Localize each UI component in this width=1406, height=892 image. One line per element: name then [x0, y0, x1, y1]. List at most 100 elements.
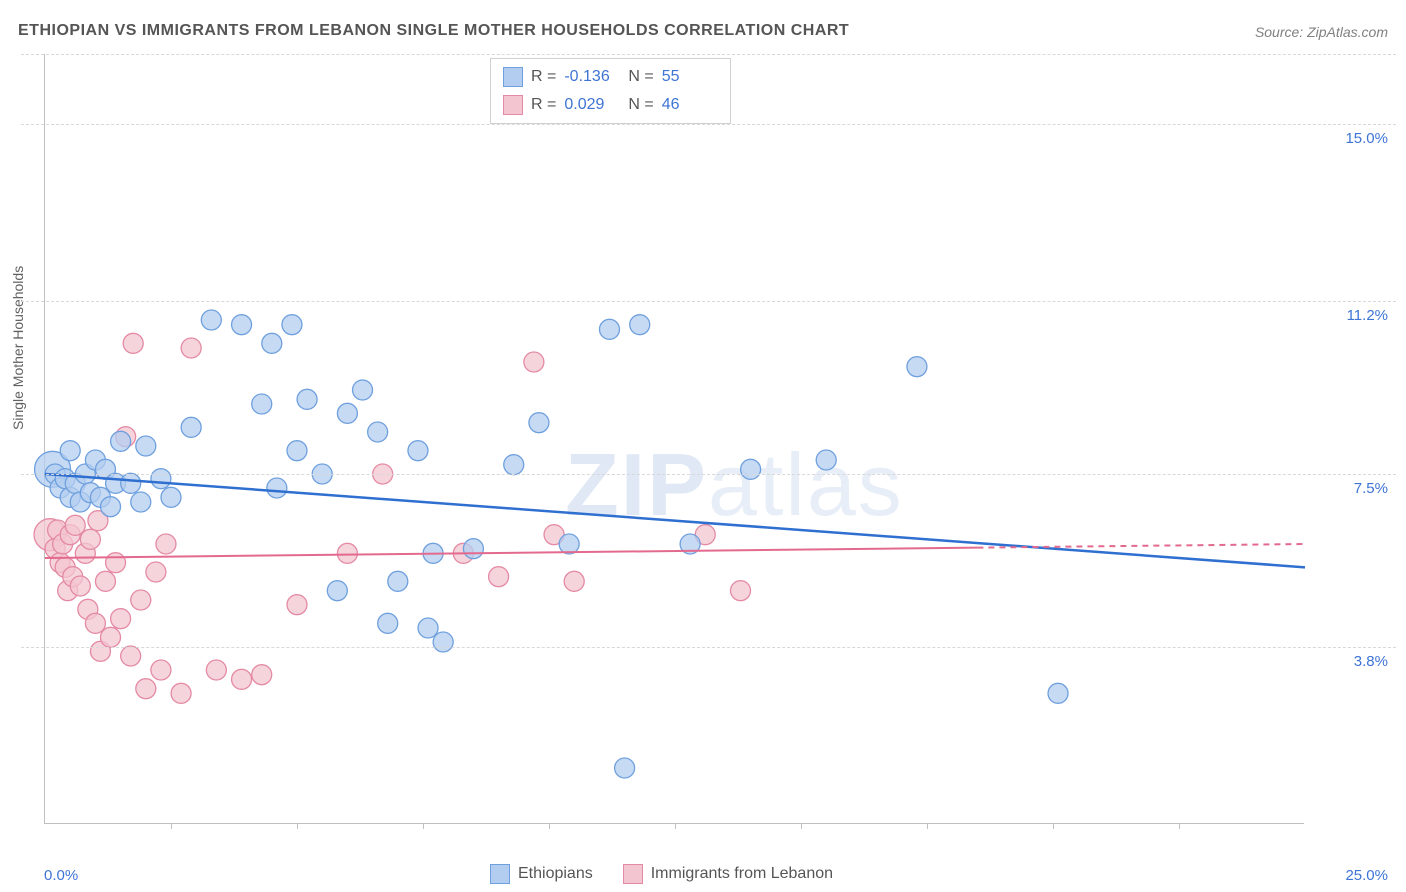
scatter-point [201, 310, 221, 330]
r-label: R = [531, 63, 556, 91]
scatter-point [297, 389, 317, 409]
scatter-point [816, 450, 836, 470]
scatter-point [504, 455, 524, 475]
x-tick [297, 823, 298, 829]
gridline [21, 647, 1396, 648]
scatter-point [433, 632, 453, 652]
x-max-label: 25.0% [1345, 867, 1388, 884]
scatter-point [232, 315, 252, 335]
scatter-point [171, 683, 191, 703]
scatter-point [599, 319, 619, 339]
source-attribution: Source: ZipAtlas.com [1255, 24, 1388, 40]
scatter-point [232, 669, 252, 689]
scatter-point [463, 539, 483, 559]
scatter-point [337, 543, 357, 563]
y-tick-label: 7.5% [1354, 480, 1388, 497]
y-tick-label: 3.8% [1354, 653, 1388, 670]
scatter-point [489, 567, 509, 587]
x-tick [549, 823, 550, 829]
scatter-point [101, 627, 121, 647]
scatter-point [741, 459, 761, 479]
swatch-lebanon-icon [623, 864, 643, 884]
scatter-point [106, 553, 126, 573]
scatter-point [80, 529, 100, 549]
scatter-point [368, 422, 388, 442]
scatter-point [101, 497, 121, 517]
legend-label: Immigrants from Lebanon [651, 865, 833, 883]
n-value-lebanon: 46 [662, 91, 718, 119]
scatter-point [121, 473, 141, 493]
scatter-point [327, 581, 347, 601]
plot-area: ZIPatlas [44, 54, 1304, 824]
r-label: R = [531, 91, 556, 119]
scatter-point [156, 534, 176, 554]
swatch-ethiopians [503, 67, 523, 87]
legend-row-ethiopians: R = -0.136 N = 55 [503, 63, 718, 91]
scatter-point [564, 571, 584, 591]
r-value-lebanon: 0.029 [564, 91, 620, 119]
swatch-ethiopians-icon [490, 864, 510, 884]
scatter-point [524, 352, 544, 372]
x-min-label: 0.0% [44, 867, 78, 884]
y-tick-label: 15.0% [1345, 130, 1388, 147]
legend-item-ethiopians: Ethiopians [490, 864, 593, 884]
scatter-point [111, 431, 131, 451]
n-label: N = [628, 91, 653, 119]
scatter-point [282, 315, 302, 335]
scatter-point [146, 562, 166, 582]
scatter-point [111, 609, 131, 629]
scatter-point [262, 333, 282, 353]
scatter-point [529, 413, 549, 433]
legend-label: Ethiopians [518, 865, 593, 883]
scatter-point [337, 403, 357, 423]
legend-correlation: R = -0.136 N = 55 R = 0.029 N = 46 [490, 58, 731, 124]
legend-row-lebanon: R = 0.029 N = 46 [503, 91, 718, 119]
scatter-point [907, 357, 927, 377]
scatter-point [85, 613, 105, 633]
gridline [21, 474, 1396, 475]
scatter-point [65, 515, 85, 535]
scatter-point [161, 487, 181, 507]
legend-item-lebanon: Immigrants from Lebanon [623, 864, 833, 884]
scatter-point [388, 571, 408, 591]
regression-line [45, 548, 977, 558]
x-tick [171, 823, 172, 829]
scatter-point [123, 333, 143, 353]
scatter-point [408, 441, 428, 461]
n-value-ethiopians: 55 [662, 63, 718, 91]
scatter-point [353, 380, 373, 400]
scatter-point [60, 441, 80, 461]
scatter-point [151, 660, 171, 680]
scatter-point [131, 492, 151, 512]
gridline [21, 54, 1396, 55]
y-axis-label: Single Mother Households [10, 266, 26, 430]
scatter-point [731, 581, 751, 601]
swatch-lebanon [503, 95, 523, 115]
scatter-point [267, 478, 287, 498]
scatter-point [131, 590, 151, 610]
scatter-point [70, 576, 90, 596]
scatter-point [206, 660, 226, 680]
scatter-point [136, 679, 156, 699]
scatter-point [121, 646, 141, 666]
scatter-point [615, 758, 635, 778]
x-tick [675, 823, 676, 829]
chart-title: ETHIOPIAN VS IMMIGRANTS FROM LEBANON SIN… [18, 22, 849, 40]
r-value-ethiopians: -0.136 [564, 63, 620, 91]
scatter-point [252, 394, 272, 414]
chart-svg [45, 54, 1304, 823]
x-tick [1179, 823, 1180, 829]
gridline [21, 124, 1396, 125]
x-tick [801, 823, 802, 829]
scatter-point [252, 665, 272, 685]
y-tick-label: 11.2% [1347, 307, 1388, 324]
scatter-point [378, 613, 398, 633]
scatter-point [181, 338, 201, 358]
x-tick [1053, 823, 1054, 829]
scatter-point [630, 315, 650, 335]
scatter-point [287, 595, 307, 615]
legend-series: Ethiopians Immigrants from Lebanon [490, 864, 833, 884]
regression-line [45, 474, 1305, 567]
scatter-point [95, 571, 115, 591]
scatter-point [181, 417, 201, 437]
